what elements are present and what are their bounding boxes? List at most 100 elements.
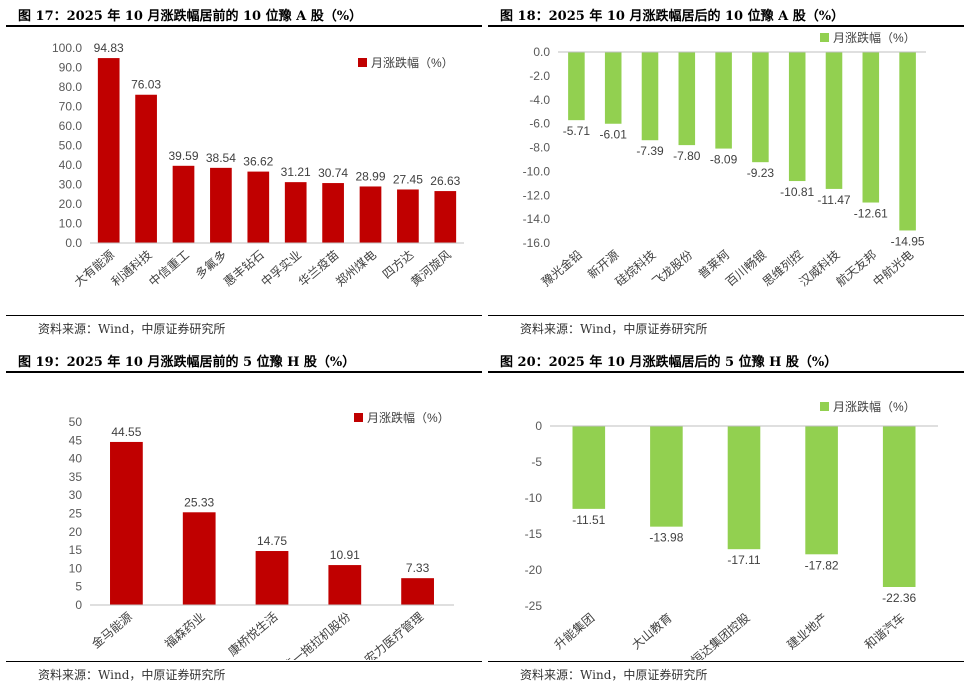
category-label: 中孚实业: [258, 247, 304, 289]
category-label: 思维列控: [760, 248, 806, 290]
legend-swatch: [820, 33, 829, 42]
y-tick-label: 100.0: [52, 41, 82, 55]
source-rule: [6, 315, 482, 316]
y-tick-label: -10.0: [523, 164, 551, 178]
y-tick-label: 0.0: [65, 236, 82, 250]
y-tick-label: -16.0: [523, 236, 551, 250]
category-label: 华兰疫苗: [295, 247, 341, 289]
bar: [172, 165, 195, 243]
bar: [434, 191, 457, 243]
bar: [678, 52, 696, 146]
category-label: 金马能源: [88, 609, 134, 651]
data-label: 30.74: [318, 166, 348, 180]
bar: [862, 52, 880, 203]
chart-title: 图 19：2025 年 10 月涨跌幅居前的 5 位豫 H 股（%）: [18, 355, 356, 370]
y-tick-label: -10: [525, 491, 543, 505]
bar: [727, 426, 761, 550]
category-label: 硅烷科技: [613, 248, 659, 290]
category-label: 福森药业: [161, 609, 207, 651]
category-label: 康桥悦生活: [225, 609, 281, 659]
bar: [650, 426, 683, 527]
category-label: 航天友邦: [833, 247, 879, 289]
bar: [210, 167, 232, 243]
bar: [401, 578, 434, 605]
bar: [604, 52, 622, 124]
category-label: 百川畅银: [723, 248, 769, 290]
title-rule: [6, 371, 482, 373]
data-label: -6.01: [600, 128, 628, 142]
y-tick-label: 40.0: [59, 158, 83, 172]
category-label: 中航光电: [870, 247, 916, 289]
y-tick-label: -6.0: [529, 117, 550, 131]
data-label: 36.62: [243, 155, 273, 169]
data-label: -12.61: [854, 207, 888, 221]
data-label: 14.75: [257, 534, 287, 548]
data-label: -11.47: [817, 193, 850, 207]
y-tick-label: 30: [69, 488, 83, 502]
category-label: 和谐汽车: [861, 610, 907, 652]
data-label: -8.09: [710, 153, 738, 167]
data-label: -22.36: [882, 591, 916, 605]
y-tick-label: 10.0: [59, 217, 83, 231]
category-label: 大山教育: [628, 610, 674, 652]
data-label: 38.54: [206, 151, 236, 165]
bar-chart-fig17: 0.0 10.0 20.0 30.0 40.0 50.0 60.0 70.0 80.0 90.0 1…: [52, 41, 464, 290]
y-tick-label: 5: [75, 580, 82, 594]
y-tick-label: 20: [69, 525, 83, 539]
data-label: -17.82: [805, 558, 839, 572]
y-tick-label: 50.0: [59, 139, 83, 153]
source-note: 资料来源：Wind，中原证券研究所: [38, 322, 226, 336]
y-tick-label: 30.0: [59, 178, 83, 192]
chart-title: 图 17：2025 年 10 月涨跌幅居前的 10 位豫 A 股（%）: [18, 9, 363, 24]
y-tick-label: 80.0: [59, 80, 83, 94]
y-tick-label: -8.0: [529, 141, 550, 155]
category-label: 利通科技: [109, 248, 155, 290]
category-label: 惠丰钻石: [220, 247, 266, 289]
data-label: 39.59: [168, 149, 198, 163]
legend-label: 月涨跌幅（%）: [371, 55, 454, 70]
data-label: -13.98: [649, 531, 683, 545]
category-label: 郑州煤电: [333, 247, 379, 289]
category-label: 汉威科技: [797, 248, 843, 290]
y-tick-label: 50: [69, 415, 83, 429]
category-label: 飞龙股份: [650, 248, 696, 290]
y-tick-label: 0.0: [533, 45, 550, 59]
chart-panel-fig20: 图 20：2025 年 10 月涨跌幅居后的 5 位豫 H 股（%） -25 -2…: [488, 346, 964, 691]
source-rule: [488, 315, 964, 316]
data-label: -10.81: [780, 185, 814, 199]
bar: [788, 52, 806, 182]
bar: [805, 426, 838, 555]
bar: [322, 183, 344, 243]
bar: [110, 441, 143, 605]
bar: [752, 52, 769, 163]
data-label: -5.71: [563, 124, 591, 138]
y-tick-label: 0: [535, 419, 542, 433]
data-label: 31.21: [281, 165, 311, 179]
y-tick-label: 60.0: [59, 119, 83, 133]
category-label: 宏力医疗管理: [361, 609, 426, 660]
data-label: 28.99: [355, 169, 385, 183]
bar: [899, 52, 916, 231]
data-label: -17.11: [727, 553, 760, 567]
bar: [328, 565, 362, 605]
data-label: 94.83: [94, 41, 124, 55]
data-label: 26.63: [430, 174, 460, 188]
source-note: 资料来源：Wind，中原证券研究所: [520, 322, 708, 336]
legend-label: 月涨跌幅（%）: [833, 30, 916, 45]
category-label: 建业地产: [784, 611, 830, 653]
data-label: -11.51: [572, 513, 605, 527]
source-note: 资料来源：Wind，中原证券研究所: [38, 668, 226, 682]
data-label: 10.91: [330, 548, 360, 562]
legend-swatch: [354, 413, 363, 422]
data-label: -9.23: [747, 166, 775, 180]
bar: [882, 426, 916, 587]
legend-label: 月涨跌幅（%）: [367, 410, 450, 425]
y-tick-label: 40: [69, 452, 83, 466]
data-label: 7.33: [406, 561, 430, 575]
y-tick-label: 35: [69, 470, 83, 484]
y-tick-label: 20.0: [59, 197, 83, 211]
data-label: -7.39: [636, 144, 664, 158]
y-tick-label: 25: [69, 507, 83, 521]
bar: [135, 94, 157, 243]
y-tick-label: -15: [525, 527, 543, 541]
